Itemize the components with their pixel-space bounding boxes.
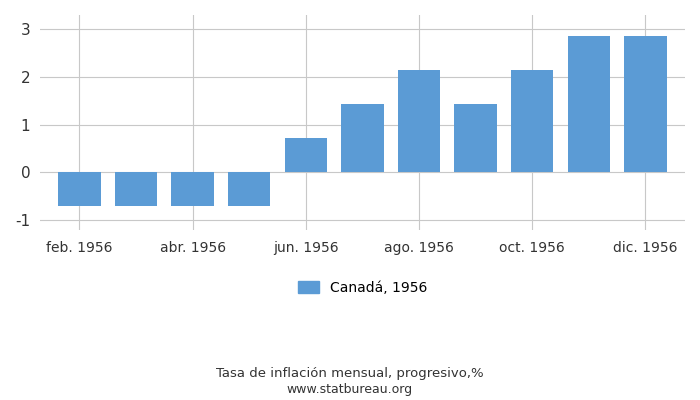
Bar (568, 36, 610, 172)
Bar (511, 70, 554, 172)
Bar (398, 70, 440, 172)
Bar (285, 138, 327, 172)
Bar (228, 172, 270, 206)
Bar (115, 172, 158, 206)
Bar (58, 172, 101, 206)
Bar (341, 104, 384, 172)
Legend: Canadá, 1956: Canadá, 1956 (292, 275, 433, 300)
Bar (624, 36, 666, 172)
Bar (454, 104, 497, 172)
Text: www.statbureau.org: www.statbureau.org (287, 384, 413, 396)
Bar (172, 172, 214, 206)
Text: Tasa de inflación mensual, progresivo,%: Tasa de inflación mensual, progresivo,% (216, 368, 484, 380)
